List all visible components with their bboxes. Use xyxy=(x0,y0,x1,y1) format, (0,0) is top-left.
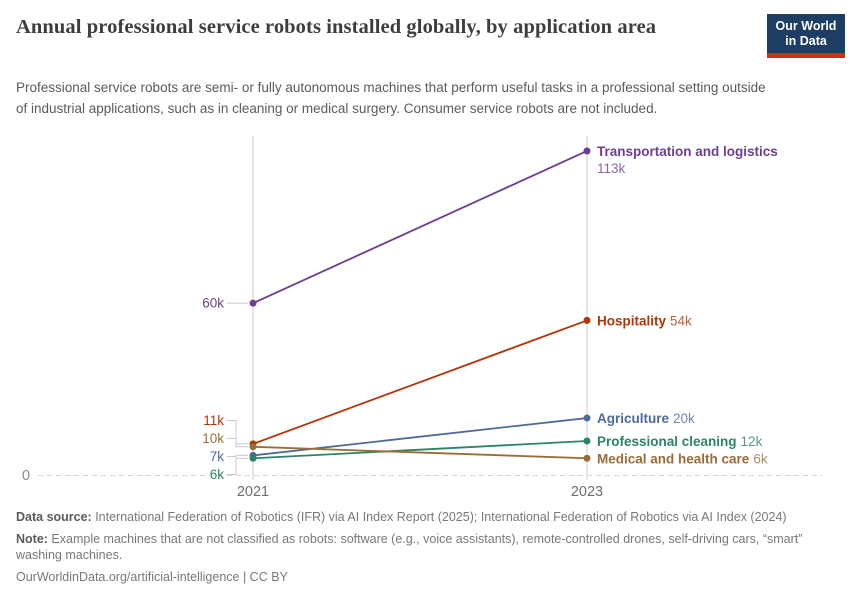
y-zero-label: 0 xyxy=(22,468,30,484)
data-point-2021[interactable] xyxy=(249,454,257,462)
owid-logo-line1: Our World xyxy=(775,19,837,33)
series-line[interactable] xyxy=(252,150,588,304)
data-point-2023[interactable] xyxy=(583,147,591,155)
series-medical-and-health-care[interactable]: 10k Medical and health care 6k xyxy=(201,430,768,467)
data-point-2023[interactable] xyxy=(583,316,591,324)
series-name: Professional cleaning xyxy=(597,434,737,449)
series-line[interactable] xyxy=(252,445,588,460)
data-source-line: Data source: International Federation of… xyxy=(16,509,836,526)
start-value-label: 60k xyxy=(202,296,224,311)
series-transportation-and-logistics[interactable]: 60k Transportation and logistics 113k xyxy=(201,144,778,312)
start-label-leader xyxy=(227,420,248,445)
start-label-leader xyxy=(227,454,248,457)
x-tick-2023: 2023 xyxy=(571,484,603,500)
end-value-label: 20k xyxy=(673,411,695,426)
slope-chart: 0 2021 2023 60k Transportation and logistics… xyxy=(22,136,822,500)
series-name-label: Professional cleaning 12k xyxy=(597,434,763,449)
owid-logo[interactable]: Our World in Data xyxy=(767,14,845,58)
start-value-label: 11k xyxy=(203,413,224,428)
chart-footer: Data source: International Federation of… xyxy=(16,509,836,590)
note-line: Note: Example machines that are not clas… xyxy=(16,531,836,564)
page-title: Annual professional service robots insta… xyxy=(16,16,657,38)
data-source-label: Data source: xyxy=(16,510,92,524)
data-point-2023[interactable] xyxy=(583,454,591,462)
chart-subtitle: Professional service robots are semi- or… xyxy=(16,80,766,116)
owid-logo-line2: in Data xyxy=(785,34,827,48)
start-value-label: 10k xyxy=(202,431,224,446)
data-point-2023[interactable] xyxy=(583,437,591,445)
end-value-label: 6k xyxy=(753,451,768,466)
series-professional-cleaning[interactable]: 6k Professional cleaning 12k xyxy=(208,434,763,483)
note-label: Note: xyxy=(16,531,48,546)
start-value-label: 7k xyxy=(210,449,225,464)
series-name: Hospitality xyxy=(597,313,667,328)
x-tick-2021: 2021 xyxy=(237,484,269,500)
series-line[interactable] xyxy=(252,440,588,460)
series-name-label: Medical and health care 6k xyxy=(597,451,768,466)
attribution-link[interactable]: OurWorldinData.org/artificial-intelligen… xyxy=(16,569,288,584)
start-label-leader xyxy=(227,438,248,448)
end-value-label: 54k xyxy=(670,313,692,328)
data-point-2023[interactable] xyxy=(583,414,591,422)
data-source-text: International Federation of Robotics (IF… xyxy=(91,510,787,524)
series-name: Agriculture xyxy=(597,411,670,426)
start-value-label: 6k xyxy=(210,467,225,482)
series-hospitality[interactable]: 11k Hospitality 54k xyxy=(202,313,692,448)
end-value-label: 113k xyxy=(597,161,626,176)
data-point-2021[interactable] xyxy=(249,299,257,307)
series-name-label: Transportation and logistics xyxy=(597,144,778,159)
series-name: Medical and health care xyxy=(597,451,750,466)
data-point-2021[interactable] xyxy=(249,443,257,451)
series-name-label: Hospitality 54k xyxy=(597,313,692,328)
start-label-leader xyxy=(227,457,248,475)
note-text: Example machines that are not classified… xyxy=(16,531,803,563)
series-name-label: Agriculture 20k xyxy=(597,411,695,426)
end-value-label: 12k xyxy=(741,434,763,449)
series-line[interactable] xyxy=(252,319,588,445)
